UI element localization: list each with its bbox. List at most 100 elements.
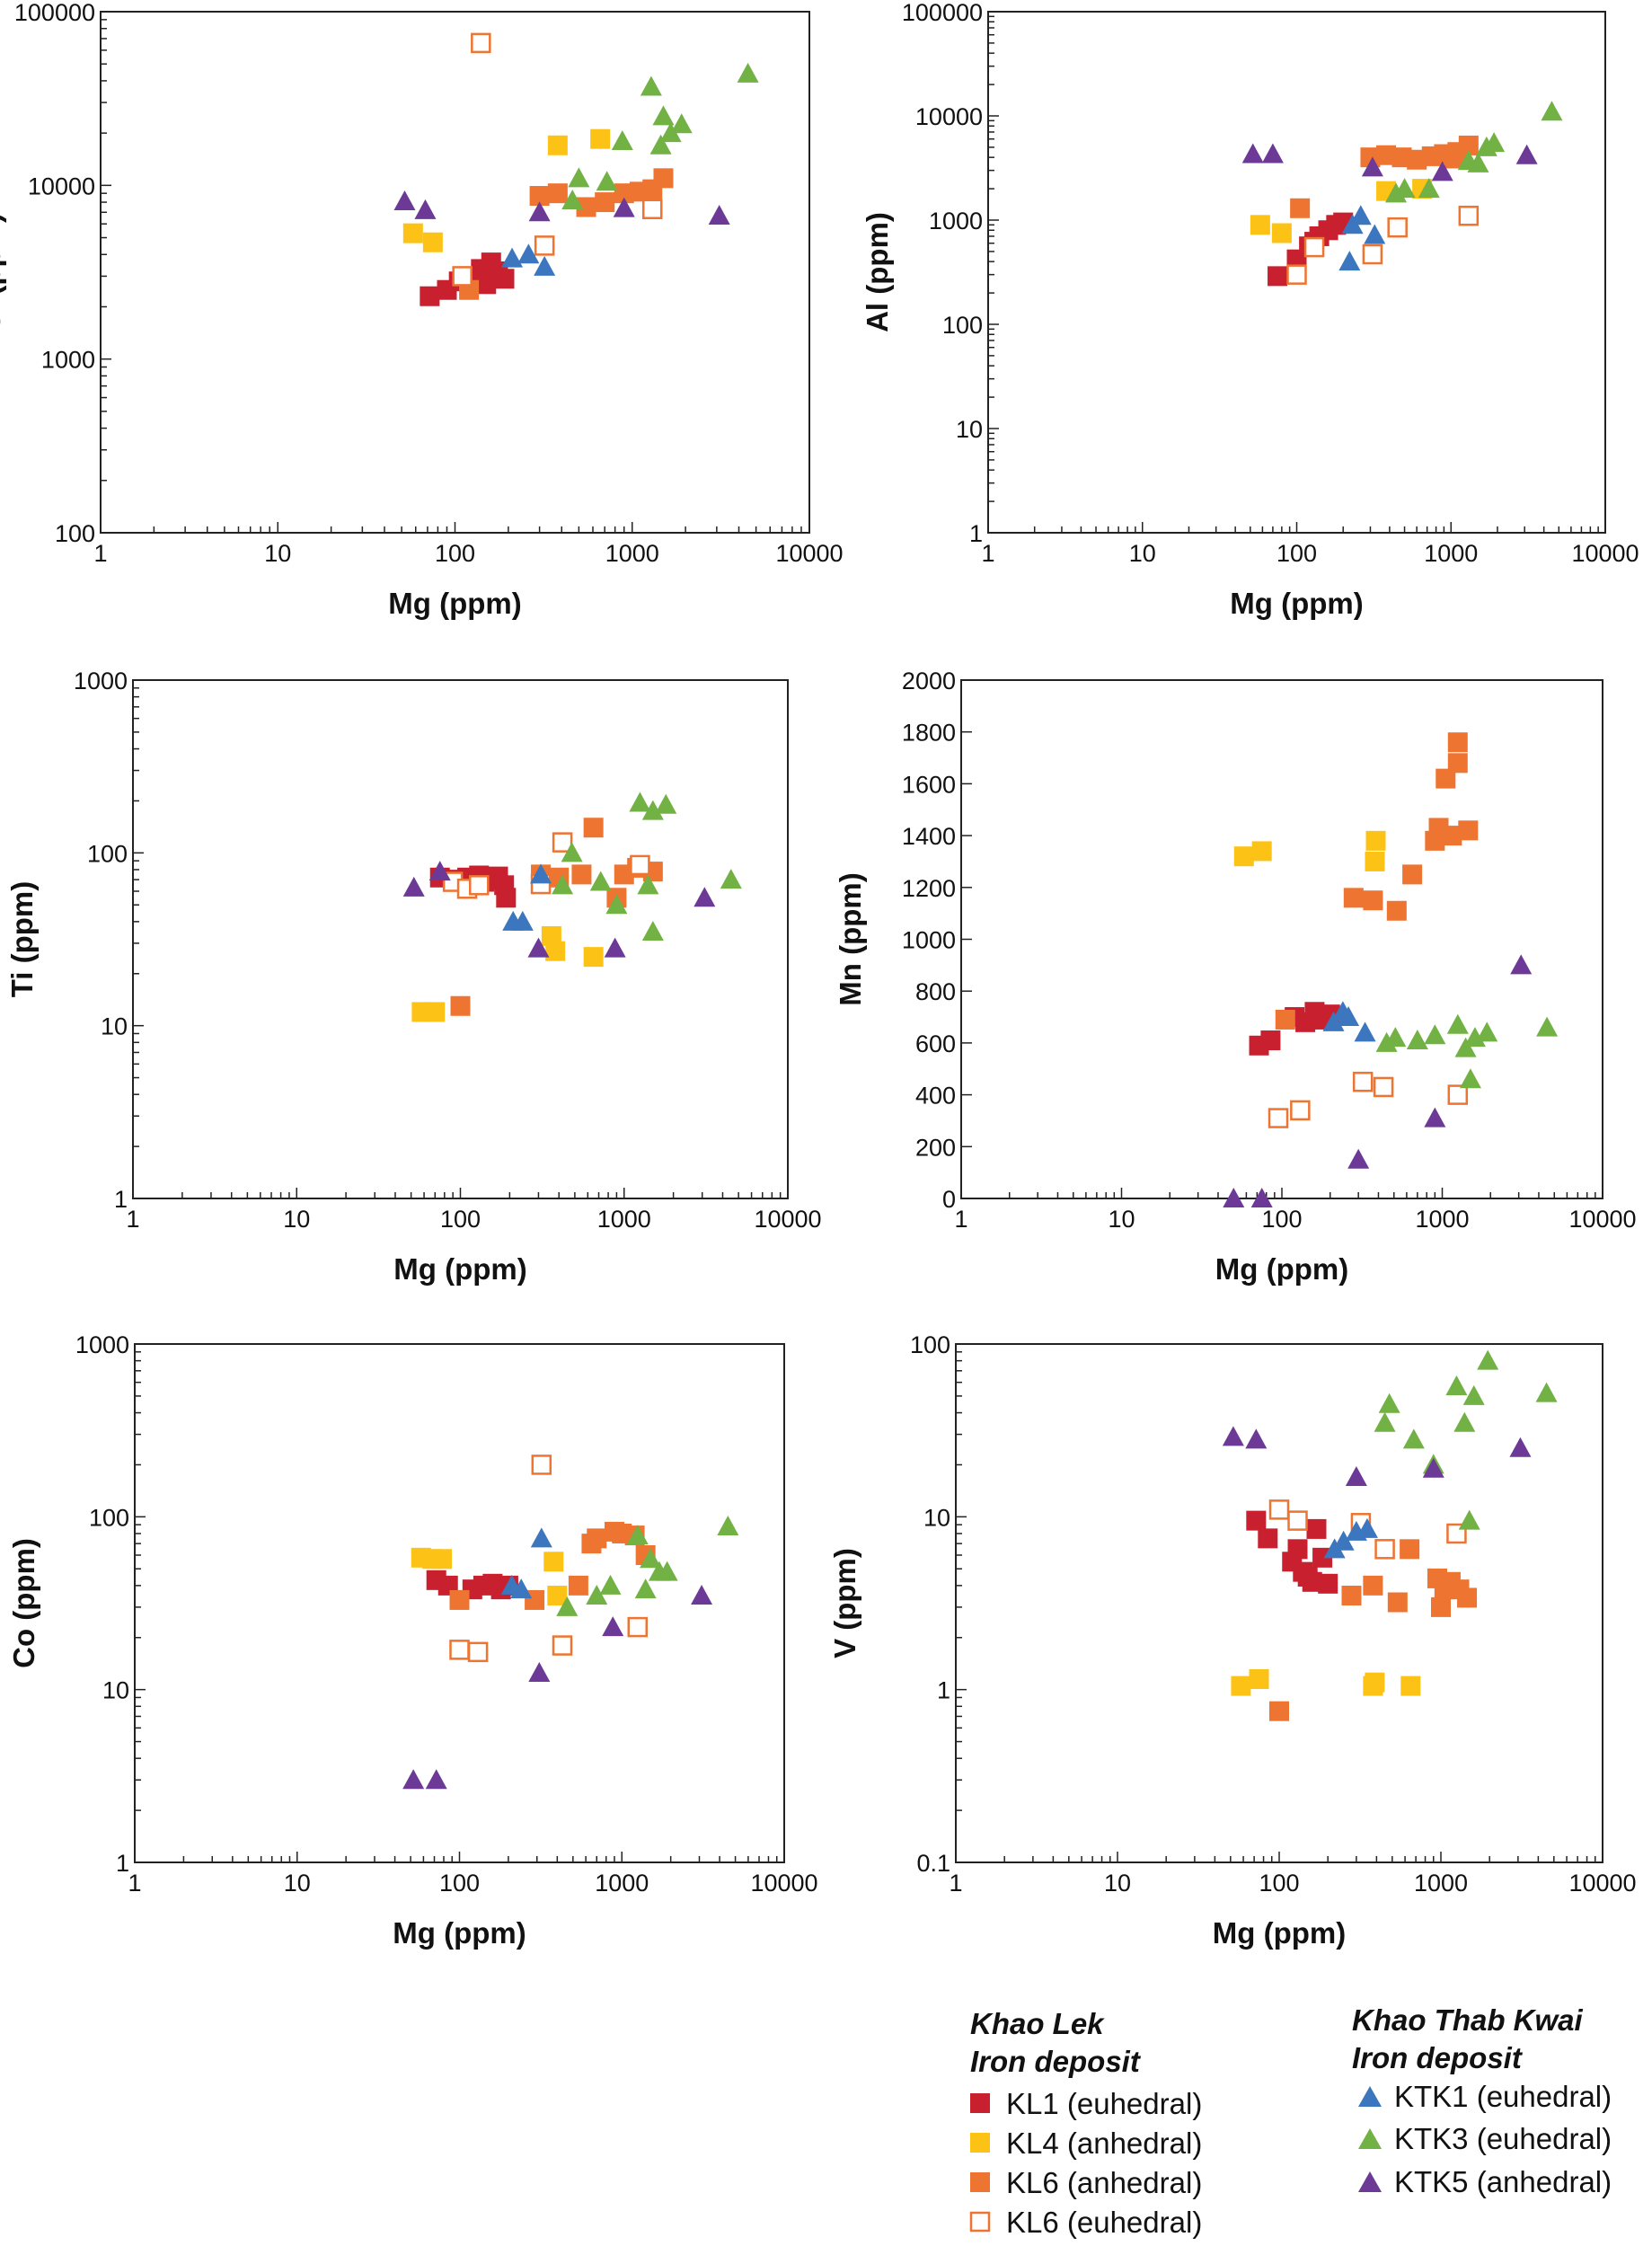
point-ktk3	[670, 113, 693, 134]
point-ktk1	[511, 910, 534, 931]
point-kl1	[1287, 1539, 1308, 1560]
legend-group2-title-line1: Khao Thab Kwai	[1352, 2003, 1584, 2037]
y-tick-label: 10000	[28, 172, 95, 199]
point-kl6a	[1447, 732, 1468, 753]
point-ktk1	[517, 243, 540, 264]
x-tick-label: 1000	[605, 540, 659, 567]
y-tick-label: 10	[101, 1013, 128, 1040]
point-kl6a	[450, 995, 471, 1016]
point-kl6e	[471, 32, 491, 54]
legend-marker-kl6-anhedral	[970, 2172, 990, 2192]
y-axis-title: Mn (ppm)	[834, 872, 867, 1005]
x-tick-label: 10000	[775, 540, 843, 567]
legend-item-ktk3: KTK3 (euhedral)	[1358, 2122, 1612, 2155]
legend-marker-kl6-euhedral	[969, 2211, 991, 2233]
point-kl6e	[1387, 217, 1408, 238]
point-kl6e	[1287, 1510, 1308, 1531]
point-ktk3	[641, 800, 664, 820]
y-tick-label: 1	[116, 1850, 129, 1877]
point-kl6a	[1457, 1587, 1478, 1608]
point-ktk3	[1453, 1411, 1476, 1432]
point-ktk5	[691, 1585, 713, 1605]
point-kl6a	[1402, 864, 1423, 885]
x-tick-label: 1	[954, 1206, 967, 1233]
point-ktk3	[1384, 1027, 1407, 1048]
point-ktk5	[1361, 156, 1383, 177]
point-ktk3	[586, 1585, 608, 1605]
point-kl6a	[1363, 1575, 1383, 1596]
point-ktk1	[530, 1527, 552, 1548]
legend-group1-title-line2: Iron deposit	[970, 2045, 1142, 2078]
point-ktk3	[655, 793, 677, 814]
point-kl6a	[1447, 753, 1468, 774]
y-tick-label: 1	[969, 520, 983, 547]
legend-label-ktk3: KTK3 (euhedral)	[1394, 2122, 1612, 2155]
y-tick-label: 0.1	[916, 1850, 950, 1877]
point-kl6a	[653, 168, 674, 189]
x-tick-label: 1000	[597, 1206, 651, 1233]
legend-marker-kl1	[970, 2093, 990, 2113]
point-ktk3	[737, 62, 759, 83]
point-ktk5	[708, 204, 730, 225]
point-ktk5	[1223, 1188, 1245, 1207]
point-kl6a	[449, 1589, 470, 1610]
point-ktk3	[626, 1525, 649, 1545]
point-ktk5	[428, 861, 451, 881]
plot-frame	[955, 1343, 1603, 1863]
point-kl4	[583, 947, 604, 968]
point-ktk1	[1338, 251, 1361, 271]
y-tick-label: 1	[114, 1186, 128, 1213]
point-kl4	[1365, 851, 1385, 871]
point-ktk3	[561, 189, 584, 209]
y-tick-label: 400	[915, 1083, 956, 1110]
point-ktk1	[1354, 1021, 1376, 1042]
point-ktk3	[605, 894, 628, 915]
point-kl6a	[1431, 1596, 1451, 1617]
point-ktk3	[568, 167, 590, 188]
x-tick-label: 10000	[1568, 1870, 1636, 1897]
legend-label-kl4: KL4 (anhedral)	[1006, 2127, 1202, 2160]
point-kl6e	[1268, 1108, 1289, 1128]
point-ktk5	[402, 876, 425, 897]
point-kl4	[1250, 215, 1270, 235]
y-tick-label: 100000	[14, 0, 95, 26]
point-kl4	[547, 1586, 568, 1606]
point-ktk3	[1535, 1382, 1558, 1402]
point-ktk3	[1462, 1384, 1485, 1405]
x-tick-label: 10	[1108, 1206, 1135, 1233]
x-axis-title: Mg (ppm)	[1213, 1916, 1346, 1950]
legend-marker-ktk5	[1358, 2171, 1382, 2192]
point-kl6a	[1341, 1586, 1362, 1606]
point-ktk3	[589, 871, 612, 891]
x-tick-label: 10	[283, 1206, 310, 1233]
x-tick-label: 10	[1129, 540, 1156, 567]
legend-item-ktk1: KTK1 (euhedral)	[1358, 2080, 1612, 2113]
legend-label-kl6-euhedral: KL6 (euhedral)	[1006, 2206, 1202, 2239]
point-ktk5	[425, 1769, 447, 1790]
point-ktk3	[1467, 152, 1489, 172]
point-ktk5	[528, 1662, 551, 1683]
point-ktk3	[640, 1548, 662, 1569]
point-kl4	[1365, 1672, 1385, 1693]
point-kl6a	[595, 192, 615, 213]
point-ktk5	[1347, 1148, 1370, 1169]
point-kl4	[431, 1549, 452, 1570]
point-kl4	[1365, 830, 1386, 851]
point-ktk3	[659, 122, 682, 143]
point-ktk5	[693, 887, 716, 907]
legend-marker-ktk3	[1358, 2128, 1382, 2149]
point-kl6a	[571, 864, 592, 885]
y-axis-title: Si (ppm)	[0, 213, 6, 332]
chart-panel-3: 1 10 100 1000 10000 1 10 100 1000 Mg (ppm) Ti (ppm…	[5, 668, 822, 1286]
y-tick-label: 1600	[902, 771, 956, 798]
chart-panel-4: 1 10 100 1000 10000 0 200 400 600 800 1000 1200 1400…	[834, 668, 1637, 1286]
point-kl6e	[552, 832, 573, 853]
point-ktk3	[1536, 1016, 1559, 1037]
point-ktk3	[649, 134, 672, 155]
y-tick-label: 200	[915, 1134, 956, 1161]
point-kl6a	[1400, 1539, 1420, 1560]
point-kl4	[1400, 1676, 1421, 1696]
legend-marker-ktk1	[1358, 2086, 1382, 2107]
